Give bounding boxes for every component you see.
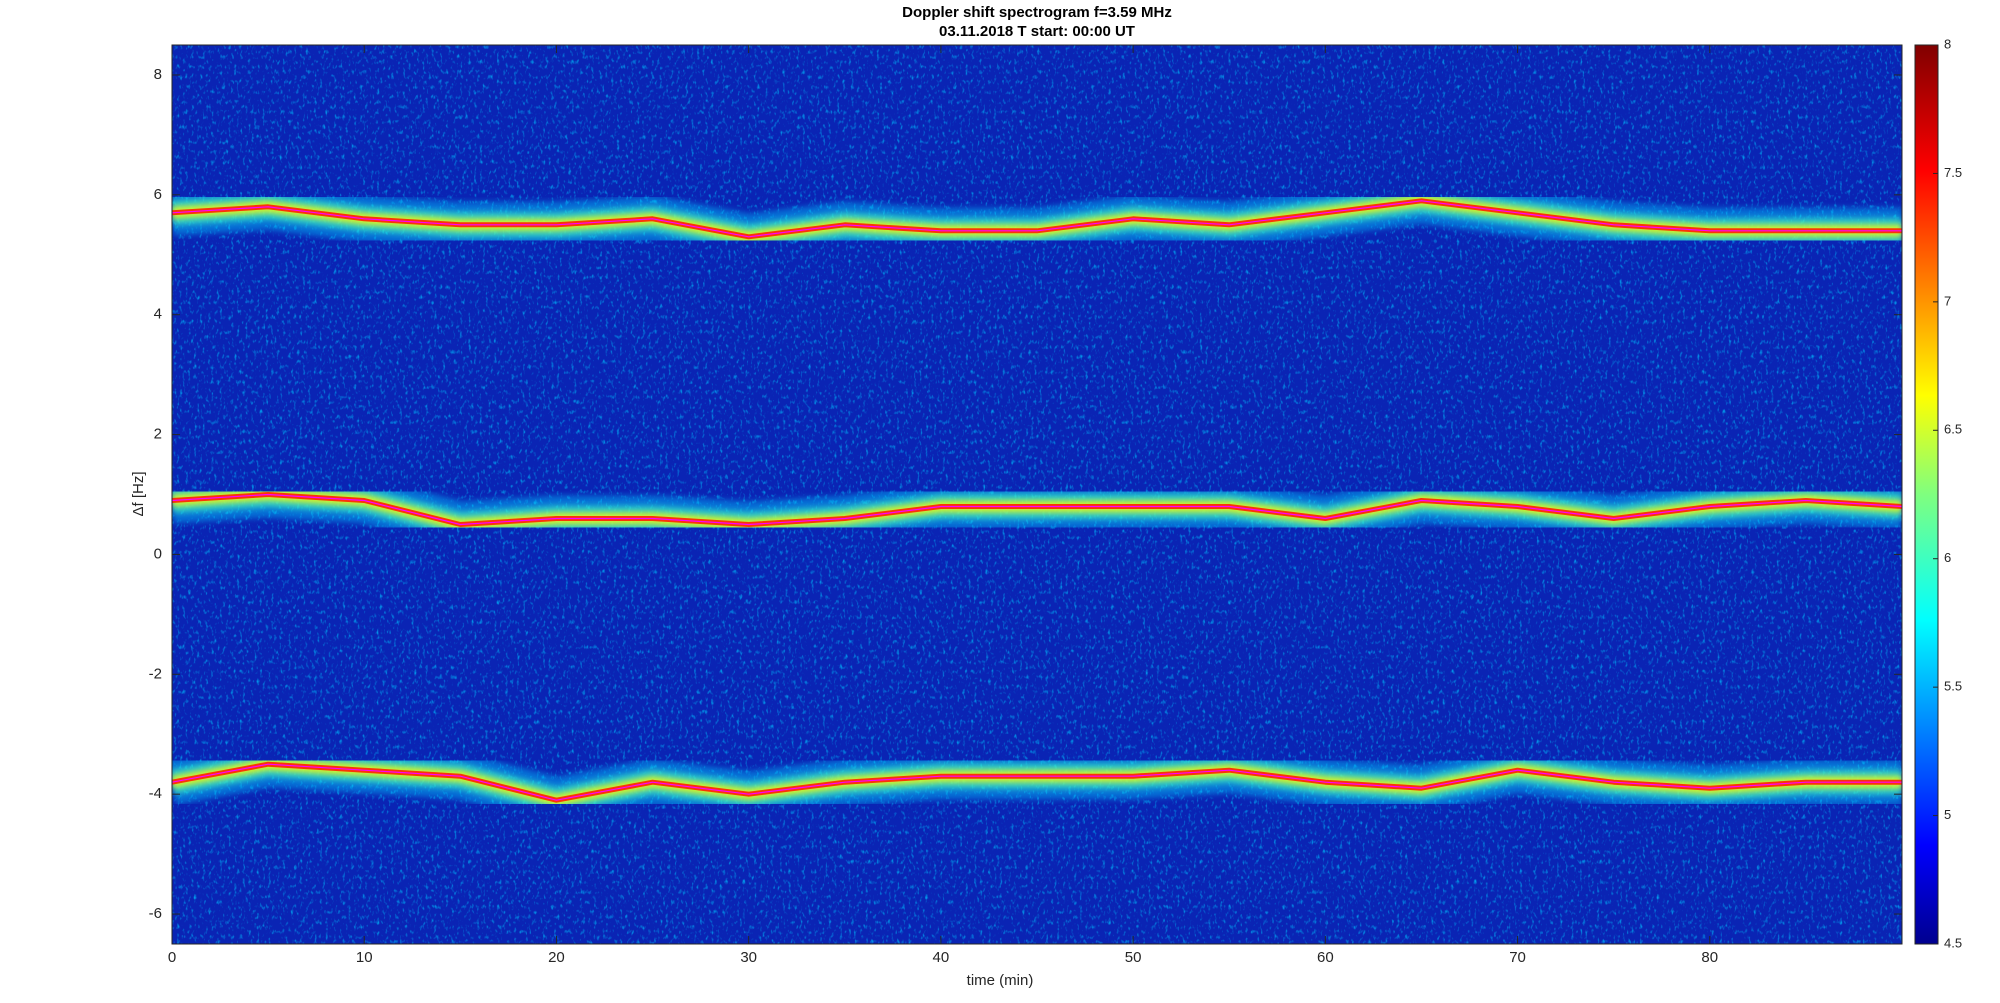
band-trace (172, 763, 1902, 801)
y-tick-label: 8 (154, 66, 162, 83)
y-tick-label: 4 (154, 306, 162, 323)
y-tick-label: -2 (149, 665, 162, 682)
x-tick-label: 50 (1125, 949, 1142, 966)
x-tick-label: 60 (1317, 949, 1334, 966)
x-tick-label: 40 (933, 949, 950, 966)
y-tick-label: 6 (154, 186, 162, 203)
band-trace (172, 200, 1902, 238)
colorbar-tick-label: 5 (1944, 807, 1951, 822)
colorbar (1914, 44, 1939, 945)
y-tick-label: 0 (154, 545, 162, 562)
x-tick-label: 0 (168, 949, 176, 966)
x-tick-label: 20 (548, 949, 565, 966)
x-tick-label: 80 (1701, 949, 1718, 966)
x-axis-label: time (min) (967, 972, 1034, 989)
chart-title: Doppler shift spectrogram f=3.59 MHz (902, 4, 1172, 21)
colorbar-tick-label: 5.5 (1944, 679, 1962, 694)
x-tick-label: 70 (1509, 949, 1526, 966)
y-tick-label: -4 (149, 785, 162, 802)
chart-subtitle: 03.11.2018 T start: 00:00 UT (939, 23, 1135, 40)
colorbar-tick-label: 6 (1944, 550, 1951, 565)
colorbar-tick-label: 8 (1944, 36, 1951, 51)
y-tick-label: 2 (154, 426, 162, 443)
plot-frame (171, 44, 1903, 945)
colorbar-tick-label: 4.5 (1944, 935, 1962, 950)
y-axis-label: Δf [Hz] (130, 471, 147, 516)
colorbar-tick-label: 6.5 (1944, 422, 1962, 437)
band-trace (172, 493, 1902, 526)
colorbar-tick-label: 7 (1944, 293, 1951, 308)
y-tick-label: -6 (149, 905, 162, 922)
x-tick-label: 10 (356, 949, 373, 966)
colorbar-tick-label: 7.5 (1944, 165, 1962, 180)
x-tick-label: 30 (740, 949, 757, 966)
plot-area (172, 45, 1902, 944)
